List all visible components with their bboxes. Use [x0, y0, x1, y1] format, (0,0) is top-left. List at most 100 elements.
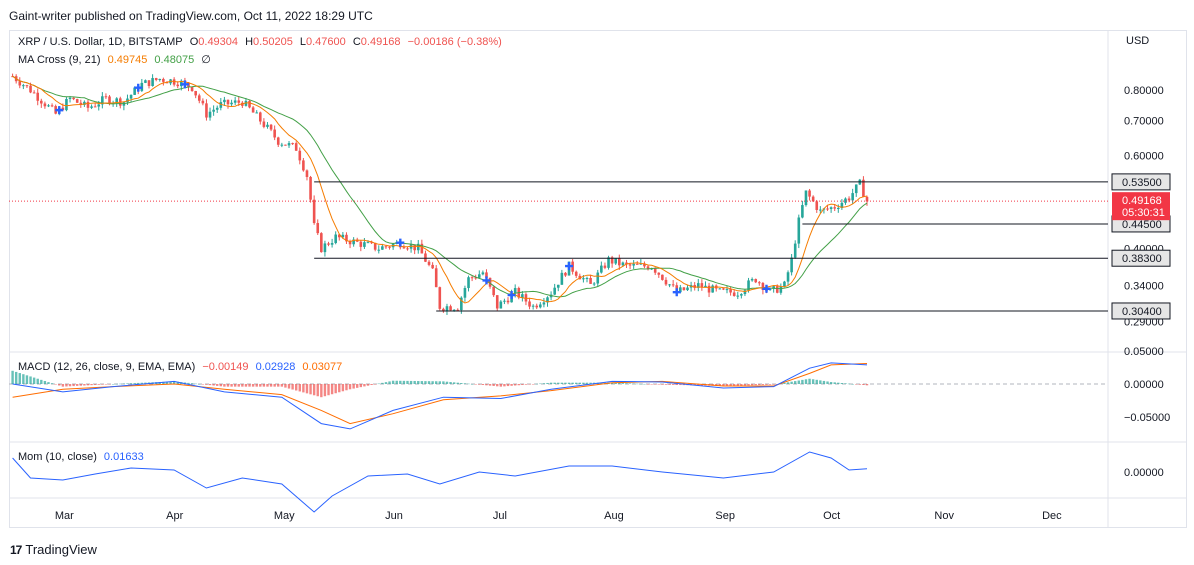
candle-body	[280, 144, 284, 146]
macd-hist-bar	[862, 384, 865, 385]
macd-hist-bar	[323, 384, 327, 397]
macd-hist-bar	[277, 384, 280, 387]
candle-body	[276, 137, 280, 145]
macd-hist-bar	[524, 384, 528, 385]
candle-body	[758, 282, 761, 284]
x-tick-label: Apr	[166, 510, 183, 522]
macd-hist-bar	[338, 384, 341, 393]
candle-body	[154, 78, 158, 81]
x-tick-label: Dec	[1042, 510, 1062, 522]
price-tick-label: 0.80000	[1124, 85, 1164, 97]
x-tick-label: Mar	[55, 510, 74, 522]
tradingview-mark-icon: 17	[10, 542, 22, 557]
candle-body	[50, 105, 54, 107]
candle-body	[786, 272, 790, 282]
macd-hist-bar	[320, 384, 323, 398]
macd-hist-bar	[657, 384, 660, 385]
price-tick-label: 0.60000	[1124, 151, 1164, 163]
macd-hist-bar	[481, 384, 485, 385]
candle-body	[492, 286, 495, 296]
candle-body	[197, 95, 201, 101]
candle-body	[108, 96, 111, 104]
candle-body	[564, 272, 567, 276]
candle-body	[205, 103, 208, 118]
candle-body	[223, 99, 226, 103]
candle-body	[528, 301, 531, 307]
candle-body	[740, 294, 743, 296]
x-tick-label: Jul	[493, 510, 507, 522]
macd-hist-bar	[29, 376, 32, 384]
macd-hist-bar	[119, 383, 122, 385]
x-tick-label: Aug	[604, 510, 624, 522]
ma-cross-marker	[507, 291, 516, 300]
macd-hist-bar	[50, 383, 54, 384]
macd-hist-bar	[546, 382, 549, 384]
candle-body	[521, 294, 524, 298]
macd-hist-bar	[790, 381, 793, 384]
candle-body	[381, 246, 384, 250]
open-value: 0.49304	[198, 36, 239, 48]
candle-body	[474, 277, 477, 279]
candle-body	[668, 284, 671, 286]
candle-body	[449, 306, 452, 311]
candle-body	[40, 100, 43, 104]
candle-body	[370, 242, 373, 244]
macd-hist-bar	[424, 381, 427, 384]
macd-value: 0.02928	[255, 361, 296, 373]
tradingview-logo[interactable]: 17 TradingView	[10, 542, 97, 557]
macd-hist-bar	[765, 384, 768, 385]
macd-hist-bar	[244, 384, 248, 387]
candle-body	[546, 297, 549, 303]
macd-tick-label: −0.05000	[1124, 412, 1170, 424]
candle-body	[402, 247, 406, 249]
candle-body	[539, 304, 542, 308]
chart-frame[interactable]	[9, 30, 1187, 528]
macd-hist-bar	[492, 384, 495, 386]
macd-hist-bar	[366, 384, 370, 386]
macd-hist-bar	[654, 384, 657, 385]
price-tick-label: 0.29000	[1124, 317, 1164, 329]
macd-hist-bar	[610, 382, 614, 384]
macd-hist-bar	[291, 384, 294, 390]
candle-body	[302, 160, 305, 171]
candle-body	[671, 284, 675, 286]
mom-label[interactable]: Mom (10, close)	[18, 451, 97, 463]
candle-body	[772, 286, 775, 289]
macd-hist-bar	[370, 384, 373, 385]
macd-hist-bar	[162, 381, 165, 384]
macd-label[interactable]: MACD (12, 26, close, 9, EMA, EMA)	[18, 361, 196, 373]
macd-hist-bar	[445, 381, 449, 384]
macd-hist-value: −0.00149	[202, 361, 249, 373]
macd-hist-bar	[621, 383, 625, 384]
macd-hist-bar	[190, 383, 194, 384]
macd-hist-bar	[521, 384, 524, 385]
candle-body	[93, 106, 97, 108]
currency-label[interactable]: USD	[1126, 35, 1150, 47]
candle-body	[761, 283, 765, 290]
candle-body	[603, 265, 607, 268]
macd-hist-bar	[93, 384, 97, 385]
candle-body	[553, 287, 556, 295]
tradingview-brand: TradingView	[25, 542, 97, 557]
candle-body	[233, 100, 237, 103]
symbol-label[interactable]: XRP / U.S. Dollar, 1D, BITSTAMP	[18, 36, 183, 48]
candle-body	[337, 234, 341, 238]
candle-body	[556, 284, 560, 288]
macd-hist-bar	[442, 381, 445, 384]
ma-label[interactable]: MA Cross (9, 21)	[18, 54, 101, 66]
macd-hist-bar	[255, 384, 258, 387]
macd-hist-bar	[381, 382, 384, 384]
candle-body	[273, 129, 276, 138]
macd-hist-bar	[241, 384, 244, 387]
macd-hist-bar	[582, 382, 585, 384]
macd-hist-bar	[452, 382, 456, 384]
macd-hist-bar	[83, 384, 86, 386]
candle-body	[682, 287, 686, 291]
macd-hist-bar	[661, 384, 664, 385]
macd-hist-bar	[478, 384, 481, 385]
ma-cross-marker	[134, 83, 143, 92]
macd-hist-bar	[463, 383, 467, 384]
mom-value: 0.01633	[103, 451, 144, 463]
x-tick-label: May	[274, 510, 295, 522]
